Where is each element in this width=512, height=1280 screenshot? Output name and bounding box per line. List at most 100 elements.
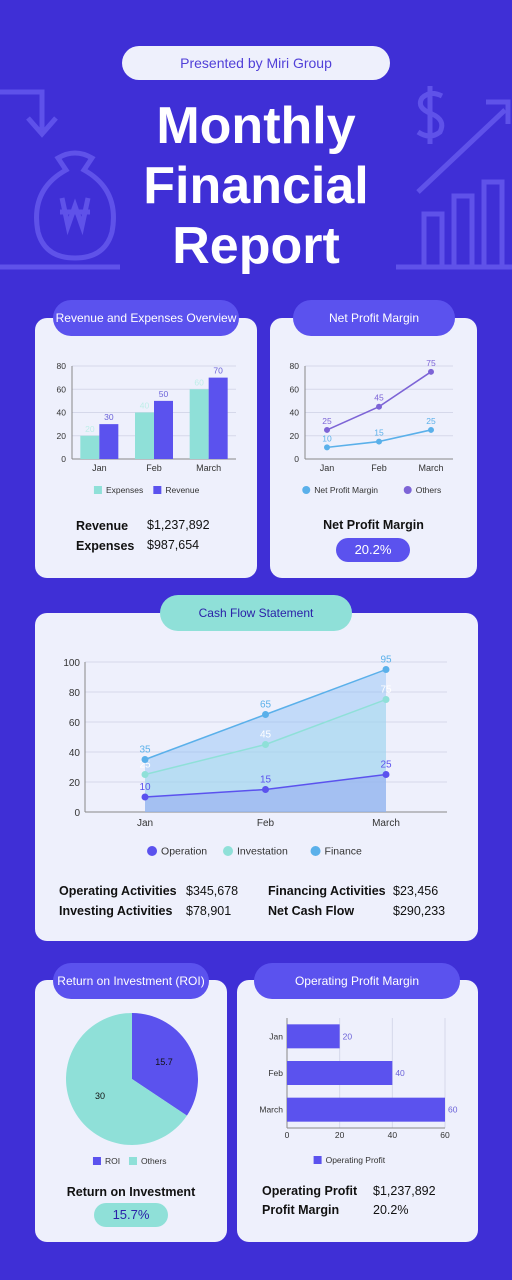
expenses-value: $987,654 [147, 538, 200, 552]
data-label: 45 [374, 393, 384, 403]
data-label: 45 [260, 730, 272, 741]
data-point [262, 711, 269, 718]
legend-label: ROI [105, 1156, 120, 1166]
roi-card-title: Return on Investment (ROI) [53, 963, 209, 999]
series-area [145, 699, 386, 812]
net-profit-card-title: Net Profit Margin [293, 300, 455, 336]
profit-margin-label: Profit Margin [262, 1203, 340, 1217]
net-cash-label: Net Cash Flow [268, 904, 355, 918]
financing-label: Financing Activities [268, 884, 386, 898]
y-tick-label: March [259, 1105, 283, 1115]
money-bag-icon [34, 150, 116, 261]
net-profit-label: Net Profit Margin [323, 518, 424, 532]
y-tick-label: 60 [69, 718, 81, 729]
roi-label: Return on Investment [66, 1185, 196, 1199]
bar [208, 377, 228, 459]
bar [287, 1097, 445, 1122]
y-tick-label: 80 [290, 361, 300, 371]
legend-label: Others [416, 485, 442, 495]
roi-chart: 15.7 30 ROI Others [66, 1013, 198, 1166]
x-tick-label: 40 [388, 1130, 398, 1140]
data-label: 75 [426, 358, 436, 368]
bar [135, 412, 154, 459]
investing-value: $78,901 [186, 904, 232, 918]
y-tick-label: 40 [69, 748, 81, 759]
y-tick-label: 40 [57, 408, 67, 418]
data-point [382, 696, 390, 703]
won-icon [59, 197, 91, 236]
cashflow-chart: 0 20 40 60 80 100 Jan Feb March 10 15 25 25 45 75 35 65 9… [63, 655, 447, 858]
legend-marker [92, 1157, 101, 1165]
op-margin-card-title: Operating Profit Margin [254, 963, 460, 999]
page-title: Monthly Financial Report [56, 96, 456, 276]
y-tick-label: 0 [74, 808, 80, 819]
y-tick-label: Feb [268, 1068, 283, 1078]
x-tick-label: Feb [257, 818, 275, 829]
financing-value: $23,456 [393, 884, 439, 898]
slice-label: 30 [95, 1091, 105, 1101]
net-cash-value: $290,233 [393, 904, 446, 918]
slice-label: 15.7 [155, 1057, 173, 1067]
data-point [262, 786, 269, 793]
data-point [324, 426, 330, 433]
title-line-2: Financial [143, 157, 369, 215]
cashflow-card: 0 20 40 60 80 100 Jan Feb March 10 15 25 25 45 75 35 65 9… [35, 613, 478, 941]
bar [287, 1024, 340, 1049]
pie-slice [66, 1013, 187, 1145]
legend-label: Others [141, 1156, 167, 1166]
y-tick-label: 0 [294, 454, 299, 464]
series-area [145, 669, 386, 812]
data-label: 65 [260, 700, 272, 711]
data-label: 10 [139, 782, 151, 793]
net-profit-value-badge: 20.2% [336, 538, 410, 562]
y-tick-label: 20 [69, 778, 81, 789]
revenue-label: Revenue [76, 519, 129, 533]
legend-label: Finance [325, 846, 363, 858]
operating-label: Operating Activities [59, 884, 177, 898]
x-tick-label: March [196, 463, 221, 473]
legend-marker [128, 1157, 137, 1165]
roi-card: 15.7 30 ROI Others Return on Investment 15.… [35, 980, 227, 1242]
x-tick-label: March [372, 818, 400, 829]
cashflow-card-title: Cash Flow Statement [160, 595, 352, 631]
data-label: 50 [159, 389, 169, 399]
roi-value-badge: 15.7% [94, 1203, 168, 1227]
data-point [324, 444, 330, 451]
y-tick-label: 0 [61, 454, 66, 464]
data-label: 30 [104, 412, 114, 422]
y-tick-label: 40 [290, 408, 300, 418]
x-tick-label: Feb [146, 463, 162, 473]
y-tick-label: 60 [290, 384, 300, 394]
operating-profit-chart: 0 20 40 60 20 Jan 40 Feb 60 March Operating Profit [259, 1018, 458, 1165]
data-point [376, 438, 382, 445]
x-tick-label: Jan [137, 818, 153, 829]
revenue-chart: 0 20 40 60 80 20 30 Jan 40 50 Feb 60 70 March Expenses… [57, 361, 236, 495]
data-point [428, 426, 434, 433]
legend-marker [302, 486, 311, 494]
net-profit-card: 0 20 40 60 80 Jan Feb March 10 15 25 25 45 75 Net Prof… [270, 318, 477, 578]
y-tick-label: 60 [57, 384, 67, 394]
legend-label: Net Profit Margin [314, 485, 378, 495]
operating-profit-value: $1,237,892 [373, 1184, 436, 1198]
y-tick-label: 80 [69, 688, 81, 699]
op-margin-card: 0 20 40 60 20 Jan 40 Feb 60 March Operating Profit… [237, 980, 478, 1242]
bar [154, 400, 173, 459]
x-tick-label: Jan [92, 463, 107, 473]
legend-label: Operation [161, 846, 207, 858]
legend-marker [153, 486, 162, 494]
data-point [428, 368, 434, 375]
y-tick-label: 100 [63, 658, 80, 669]
data-label: 15 [374, 428, 384, 438]
x-tick-label: Feb [371, 463, 387, 473]
bar [99, 424, 119, 459]
data-point [376, 403, 382, 410]
data-label: 15 [260, 775, 272, 786]
operating-value: $345,678 [186, 884, 239, 898]
x-tick-label: 0 [285, 1130, 290, 1140]
legend-marker [147, 846, 158, 856]
data-point [141, 756, 149, 763]
data-label: 40 [140, 401, 150, 411]
operating-profit-label: Operating Profit [262, 1184, 358, 1198]
data-label: 40 [395, 1068, 405, 1078]
revenue-card-title: Revenue and Expenses Overview [53, 300, 239, 336]
